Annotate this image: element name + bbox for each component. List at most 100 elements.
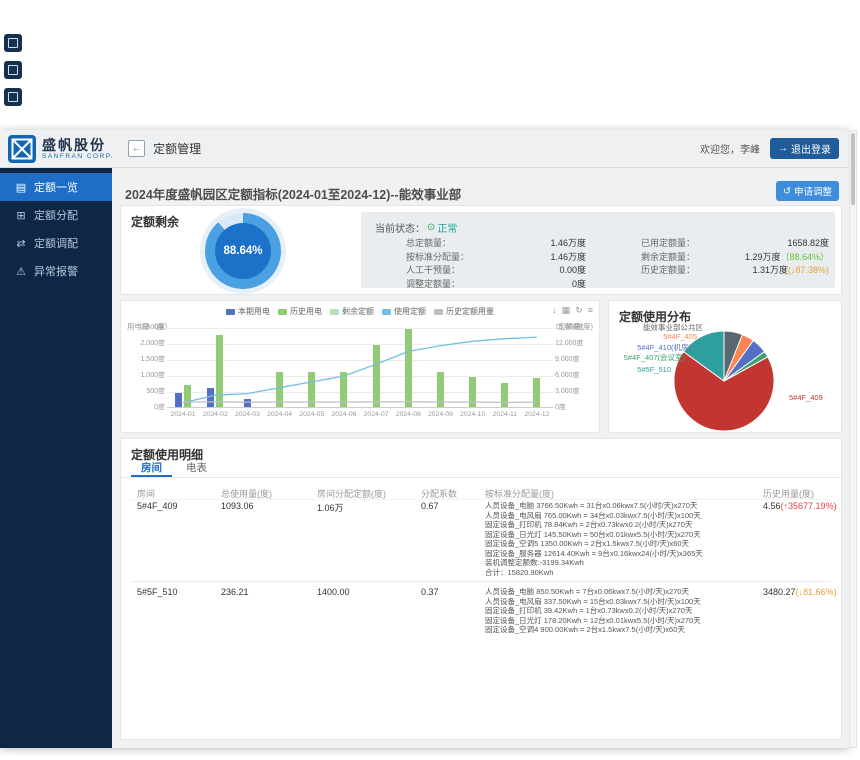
left-axis-ticks: 2,500度 2,000度 1,500度 1,000度 500度 0度 (123, 324, 165, 411)
stat-row: 调整定额量： 0度 (406, 278, 586, 289)
x-axis-label: 2024-01 (170, 411, 196, 418)
app-window: 盛帆股份 SANFRAN CORP. ← 定额管理 欢迎您，李峰 → 退出登录 … (0, 130, 849, 748)
module-title: 定额管理 (153, 142, 202, 156)
right-axis-ticks: 15,000度 12,000度 9,000度 6,000度 3,000度 0度 (555, 324, 599, 411)
line-使用定额[interactable] (182, 336, 537, 404)
sidebar: ▤ 定额一览 ⊞ 定额分配 ⇄ 定额调配 ⚠ 异常报警 (0, 168, 112, 748)
sidebar-collapse-icon[interactable]: ← (128, 140, 146, 157)
bar-历史用电[interactable] (308, 371, 316, 407)
scrollbar-thumb[interactable] (851, 133, 855, 205)
stat-row: 已用定额量： 1658.82度 (641, 238, 829, 248)
logout-icon: → (778, 143, 788, 154)
legend-item[interactable]: 历史定额用量 (434, 306, 494, 317)
taskbar-icon[interactable] (4, 61, 22, 79)
cell-coef: 0.37 (421, 587, 439, 597)
x-axis-label: 2024-08 (395, 411, 421, 418)
menu-icon[interactable]: ≡ (587, 305, 593, 315)
cell-breakdown: 人员设备_电脑 3766.50Kwh = 31台x0.06kwx7.5(小时/天… (485, 501, 703, 577)
bar-历史用电[interactable] (184, 384, 192, 407)
taskbar-icon[interactable] (4, 88, 22, 106)
status-ok-icon: ⊙ (427, 222, 436, 233)
download-icon[interactable]: ↓ (552, 305, 557, 315)
pie-label: 5#4F_407(会议室) (623, 353, 685, 362)
cell-alloc: 1400.00 (317, 587, 350, 597)
line-历史定额用量[interactable] (183, 400, 537, 404)
company-name-en: SANFRAN CORP. (42, 152, 115, 160)
pie-slice-5#4F_409[interactable] (673, 350, 775, 432)
gridline (167, 392, 553, 393)
tab-room[interactable]: 房间 (131, 457, 172, 477)
sidebar-item-quota-allocation[interactable]: ⊞ 定额分配 (16, 209, 78, 223)
main-content: 2024年度盛帆园区定额指标(2024-01至2024-12)--能效事业部 ↺… (112, 168, 849, 748)
data-view-icon[interactable]: ▦ (561, 305, 571, 315)
detail-panel-title: 定额使用明细 (131, 448, 204, 462)
gridline (167, 360, 553, 361)
x-axis-label: 2024-07 (363, 411, 389, 418)
legend-item[interactable]: 历史用电 (278, 306, 322, 317)
x-axis-label: 2024-10 (460, 411, 486, 418)
bar-本期用电[interactable] (243, 399, 251, 407)
x-axis-label: 2024-11 (492, 411, 518, 418)
axis-tick: 0度 (154, 404, 165, 411)
list-icon: ▤ (15, 181, 27, 194)
bar-历史用电[interactable] (533, 378, 541, 407)
logout-button[interactable]: → 退出登录 (770, 138, 839, 159)
quota-donut: 88.64% (205, 213, 281, 289)
legend-item[interactable]: 剩余定额 (330, 306, 374, 317)
header-right: 欢迎您，李峰 → 退出登录 (700, 138, 839, 159)
vertical-scrollbar[interactable] (849, 130, 857, 748)
bar-历史用电[interactable] (372, 344, 380, 407)
stats-left-column: 总定额量： 1.46万度 按标准分配量： 1.46万度 人工干预量： 0.00度 调整… (406, 237, 586, 291)
plot-area (167, 328, 553, 408)
current-status: 当前状态： ⊙ 正常 (375, 222, 458, 235)
welcome-text: 欢迎您，李峰 (700, 145, 760, 156)
refresh-icon[interactable]: ↻ (575, 305, 583, 315)
bar-历史用电[interactable] (501, 383, 509, 407)
divider (131, 581, 831, 582)
bar-本期用电[interactable] (207, 387, 215, 407)
sidebar-item-quota-overview[interactable]: ▤ 定额一览 (0, 173, 112, 201)
sidebar-item-quota-adjustment[interactable]: ⇄ 定额调配 (16, 237, 78, 251)
axis-tick: 1,000度 (140, 372, 165, 379)
x-axis-label: 2024-03 (234, 411, 260, 418)
pie-label: 5#4F_409 (789, 393, 823, 402)
stat-row: 按标准分配量： 1.46万度 (406, 251, 586, 262)
bar-历史用电[interactable] (216, 335, 224, 407)
stat-row: 剩余定额量： 1.29万度（88.64%） (641, 251, 829, 262)
sidebar-item-alarm[interactable]: ⚠ 异常报警 (16, 265, 78, 279)
bar-历史用电[interactable] (469, 376, 477, 407)
taskbar-icon[interactable] (4, 34, 22, 52)
axis-tick: 0度 (555, 404, 566, 411)
bar-历史用电[interactable] (436, 371, 444, 407)
x-axis-label: 2024-05 (299, 411, 325, 418)
col-header-total: 总使用量(度) (221, 489, 272, 499)
axis-tick: 2,500度 (140, 324, 165, 331)
x-axis-label: 2024-06 (331, 411, 357, 418)
line-series-layer (182, 336, 537, 404)
col-header-coef: 分配系数 (421, 489, 458, 499)
bar-历史用电[interactable] (276, 371, 284, 407)
gridline (167, 344, 553, 345)
grid-plus-icon: ⊞ (16, 209, 26, 222)
quota-panel-title: 定额剩余 (131, 215, 180, 229)
bar-历史用电[interactable] (340, 371, 348, 407)
pie-slice-5#5F_510[interactable] (682, 330, 725, 382)
axis-tick: 15,000度 (555, 324, 584, 331)
usage-detail-panel: 定额使用明细 房间 电表 房间 总使用量(度) 房间分配定额(度) 分配系数 按… (120, 438, 842, 740)
app-header: 盛帆股份 SANFRAN CORP. ← 定额管理 欢迎您，李峰 → 退出登录 (0, 130, 849, 168)
tab-meter[interactable]: 电表 (186, 462, 207, 474)
stats-right-column: 已用定额量： 1658.82度 剩余定额量： 1.29万度（88.64%） 历史定额… (641, 237, 829, 278)
gridline (167, 328, 553, 329)
legend-item[interactable]: 本期用电 (226, 306, 270, 317)
apply-icon: ↺ (783, 185, 791, 197)
stat-row: 总定额量： 1.46万度 (406, 238, 586, 248)
divider (131, 499, 831, 500)
bar-本期用电[interactable] (175, 392, 183, 407)
x-axis-label: 2024-04 (267, 411, 293, 418)
cell-history: 4.56(↑35677.19%) (763, 501, 837, 511)
legend-item[interactable]: 使用定额 (382, 306, 426, 317)
apply-adjust-button[interactable]: ↺ 申请调整 (776, 181, 839, 201)
bar-历史用电[interactable] (404, 328, 412, 407)
quota-remaining-panel: 定额剩余 88.64% 当前状态： ⊙ 正常 总定额量： 1.46万度 按标准分配… (120, 205, 842, 295)
